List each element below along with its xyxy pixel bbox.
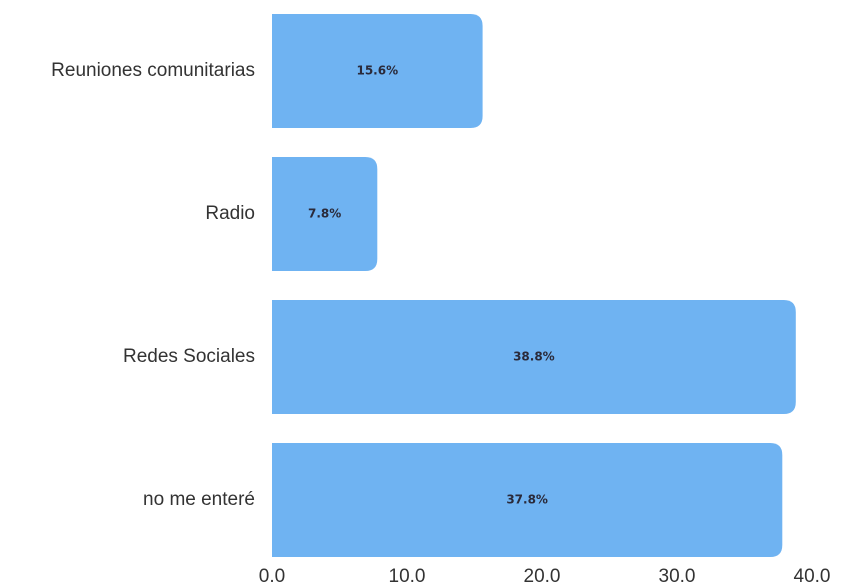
data-label: 15.6%	[356, 64, 398, 78]
bar-radio	[272, 157, 378, 271]
data-label: 38.8%	[513, 350, 555, 364]
category-labels: Reuniones comunitarias Radio Redes Sociale…	[51, 60, 255, 510]
category-label: Reuniones comunitarias	[51, 60, 255, 81]
x-tick-label: 30.0	[659, 566, 696, 587]
bar-reuniones-comunitarias	[272, 14, 483, 128]
data-labels: 15.6% 7.8% 38.8% 37.8%	[308, 64, 555, 507]
category-label: no me enteré	[143, 489, 255, 510]
bar-redes-sociales	[272, 300, 796, 414]
x-tick-label: 20.0	[524, 566, 561, 587]
category-label: Redes Sociales	[123, 346, 255, 367]
data-label: 7.8%	[308, 207, 341, 221]
data-label: 37.8%	[506, 493, 548, 507]
bars-group	[272, 14, 796, 557]
x-tick-label: 40.0	[794, 566, 831, 587]
x-tick-label: 10.0	[389, 566, 426, 587]
category-label: Radio	[205, 203, 255, 224]
x-tick-label: 0.0	[259, 566, 285, 587]
x-axis-ticks: 0.0 10.0 20.0 30.0 40.0	[259, 566, 831, 587]
bar-no-me-entere	[272, 443, 783, 557]
